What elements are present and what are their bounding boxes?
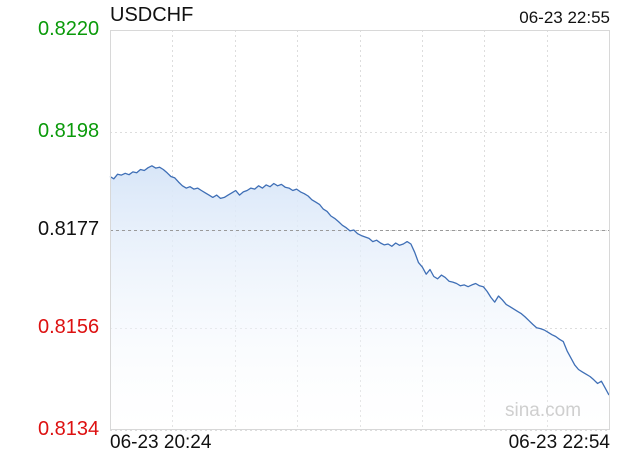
price-area <box>110 165 609 431</box>
latest-timestamp: 06-23 22:55 <box>519 8 610 27</box>
y-tick-label: 0.8198 <box>38 120 100 143</box>
sina-watermark: sina.com <box>505 400 582 421</box>
plot-frame <box>110 30 610 430</box>
y-tick-label: 0.8156 <box>38 315 100 338</box>
y-tick-label: 0.8177 <box>38 218 100 240</box>
x-tick-label-start: 06-23 20:24 <box>110 432 212 453</box>
y-tick-label: 0.8134 <box>38 418 100 440</box>
symbol-title: USDCHF <box>110 4 194 26</box>
price-line <box>109 165 610 396</box>
y-tick-label: 0.8220 <box>38 18 100 40</box>
x-tick-label-end: 06-23 22:54 <box>508 432 610 453</box>
